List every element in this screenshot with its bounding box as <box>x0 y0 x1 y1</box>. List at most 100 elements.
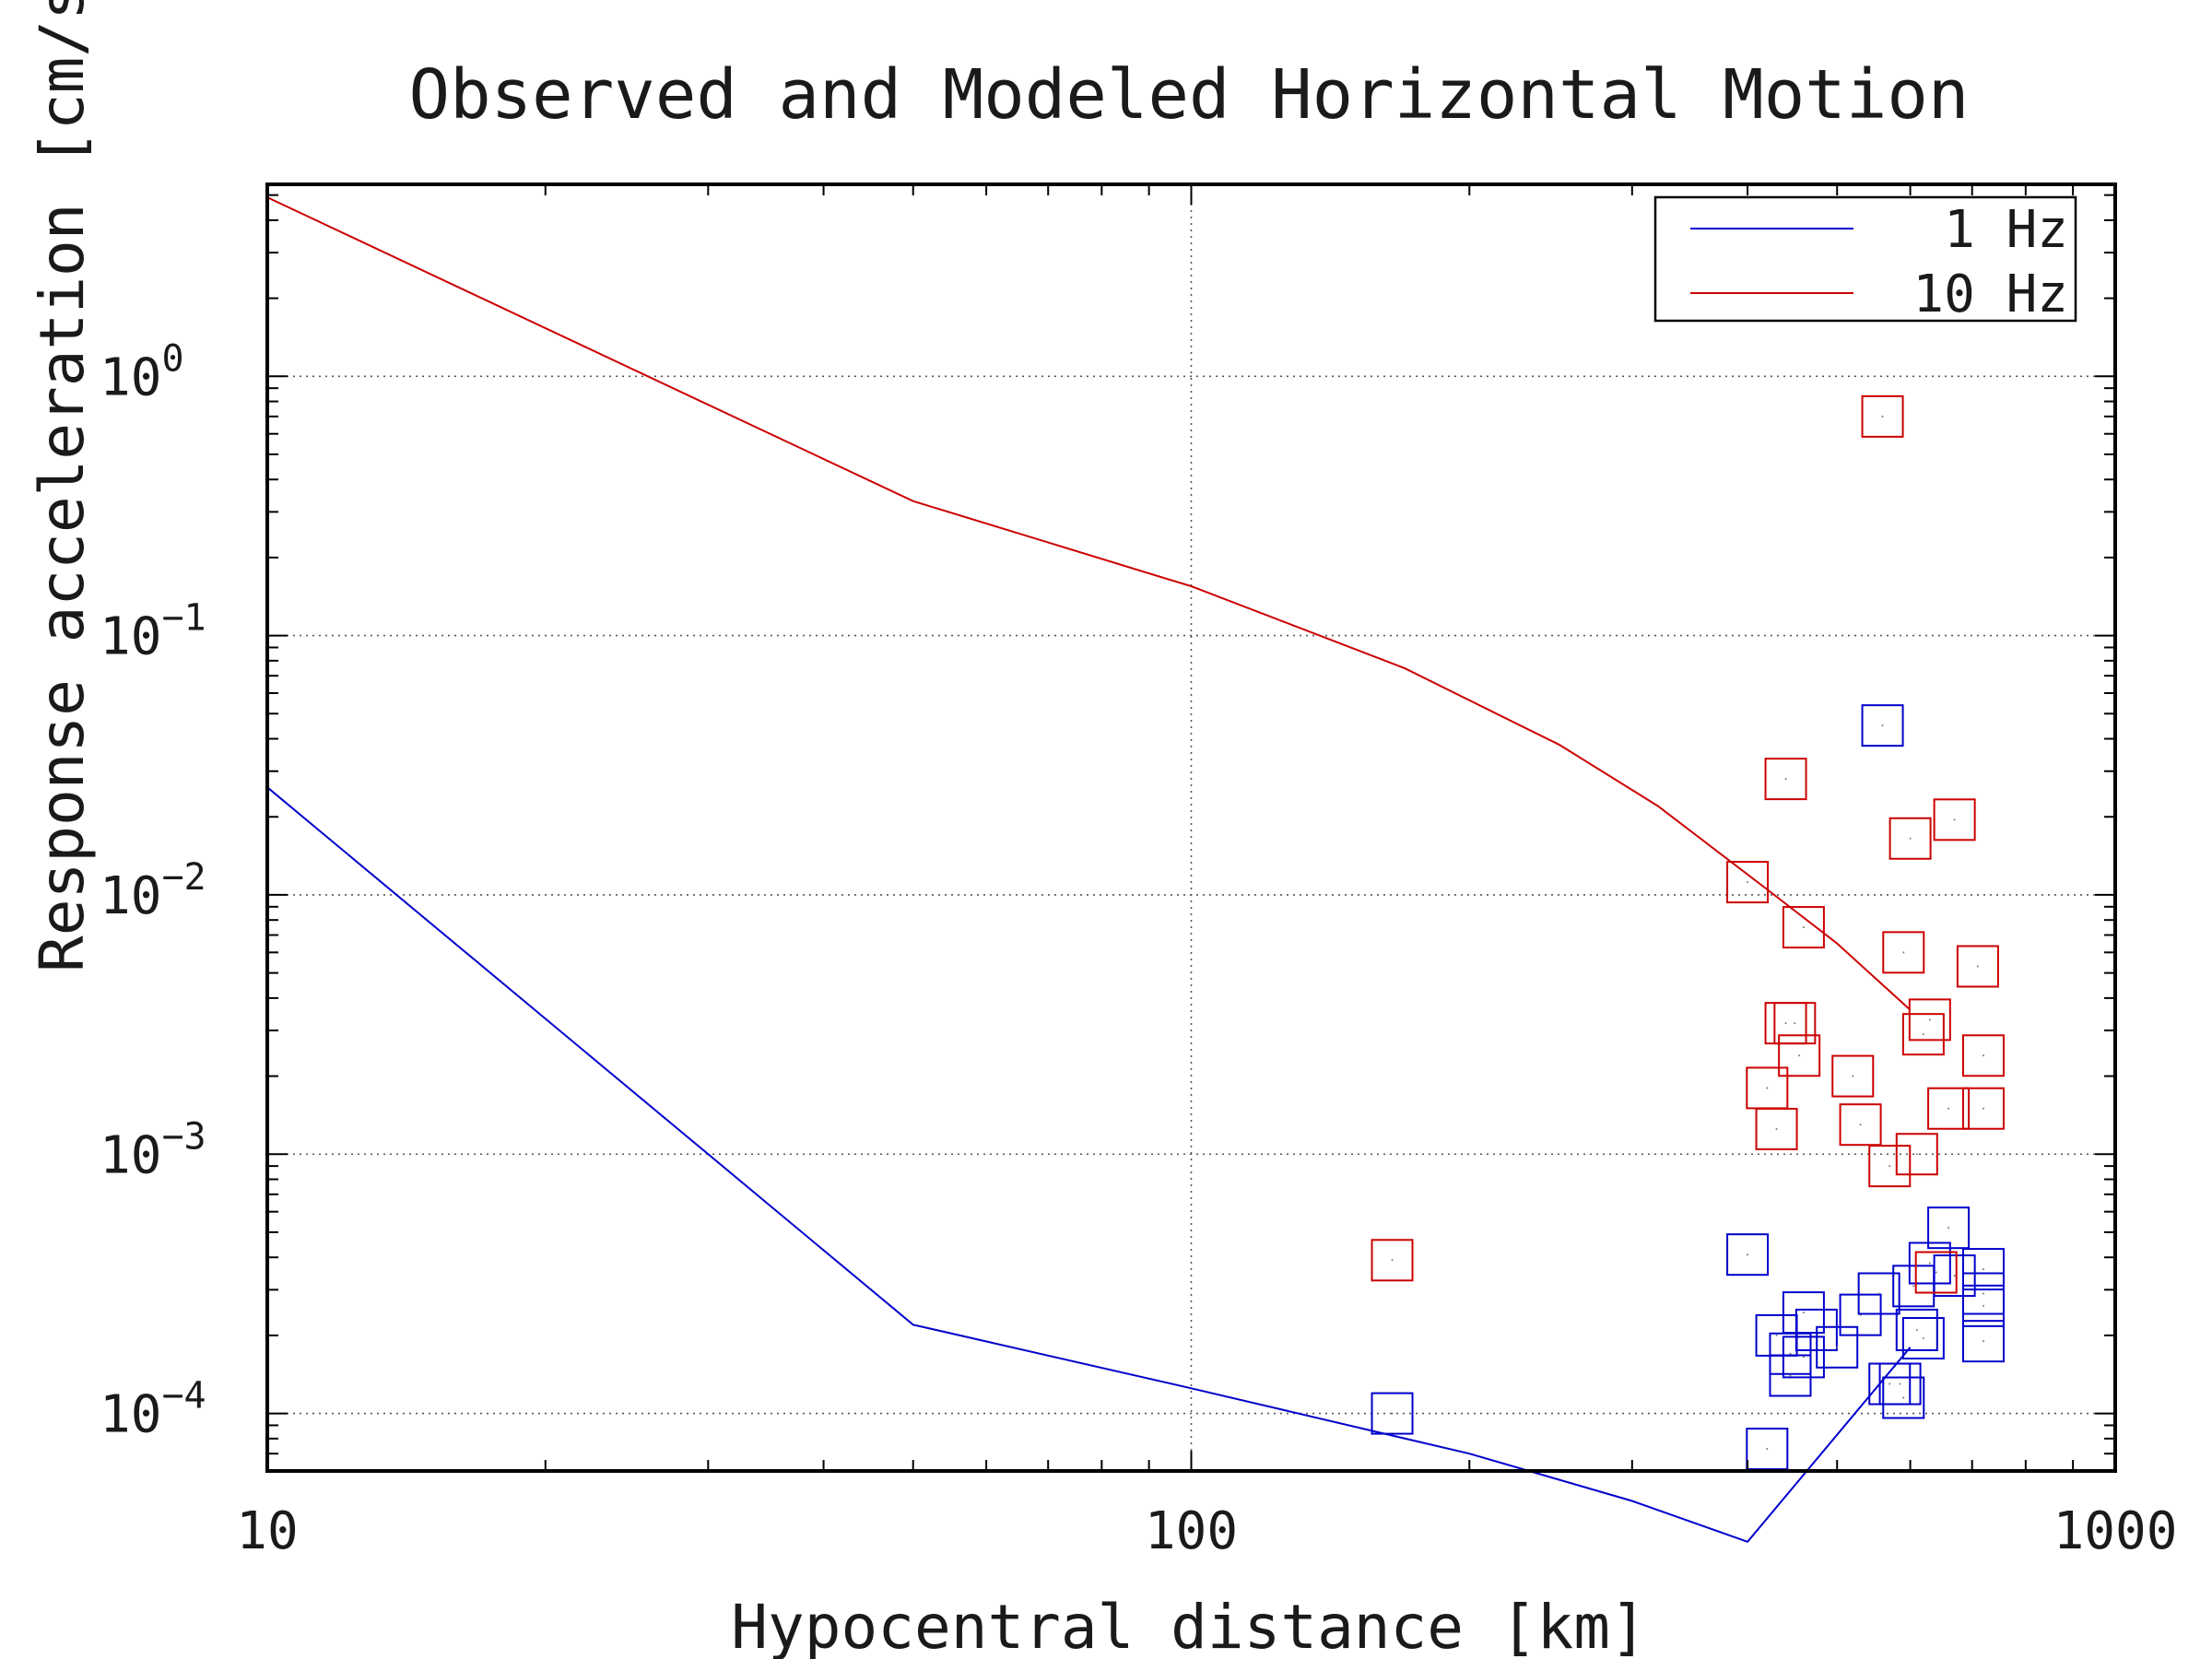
observed-point <box>1901 1316 1945 1359</box>
observed-point <box>1857 1272 1900 1315</box>
observed-point <box>1839 1293 1882 1336</box>
y-tick-label-base: 10 <box>100 1385 161 1445</box>
observed-point-center <box>1947 1227 1950 1230</box>
observed-point <box>1861 394 1904 438</box>
y-tick-label-exponent: −4 <box>161 1375 206 1418</box>
observed-point <box>1961 1320 2005 1363</box>
y-tick-label: 10−4 <box>100 1375 206 1445</box>
plot-area <box>266 196 2005 1543</box>
observed-point-center <box>1391 1259 1394 1262</box>
chart-title: Observed and Modeled Horizontal Motion <box>409 55 1970 135</box>
observed-point-center <box>1802 926 1805 929</box>
observed-point-center <box>1953 1275 1956 1277</box>
observed-point <box>1782 906 1825 949</box>
observed-point-center <box>1902 1396 1905 1399</box>
observed-point <box>1961 1284 2005 1327</box>
y-tick-label-exponent: −2 <box>161 856 206 899</box>
y-tick-label-base: 10 <box>100 1125 161 1185</box>
observed-point <box>1726 1233 1770 1277</box>
observed-point-center <box>1775 1127 1778 1130</box>
observed-point-center <box>1982 1292 1984 1295</box>
observed-point-center <box>1802 1356 1805 1359</box>
observed-point-center <box>1789 1374 1792 1377</box>
observed-point <box>1914 1251 1958 1294</box>
observed-point-center <box>1789 1352 1792 1355</box>
observed-point-center <box>1784 778 1787 781</box>
observed-point-center <box>1899 1382 1901 1385</box>
x-tick-label: 100 <box>1145 1501 1238 1561</box>
observed-point <box>1908 1241 1951 1285</box>
y-tick-label-base: 10 <box>100 866 161 926</box>
x-tick-label: 10 <box>236 1501 298 1561</box>
observed-point-center <box>1859 1124 1862 1126</box>
observed-point <box>1371 1392 1414 1435</box>
observed-point-center <box>1915 1328 1918 1331</box>
model-line <box>266 196 1912 1011</box>
observed-point <box>1878 1362 1922 1406</box>
observed-point <box>1927 1206 1971 1250</box>
observed-point <box>1778 1034 1821 1077</box>
y-tick-label: 10−3 <box>100 1115 206 1185</box>
observed-point <box>1933 798 1976 841</box>
observed-point <box>1861 704 1904 747</box>
observed-point <box>1882 1376 1925 1419</box>
observed-point-center <box>1747 1253 1749 1256</box>
plot-border <box>265 182 2117 1473</box>
observed-point-center <box>1836 1346 1839 1348</box>
series-10-hz <box>266 196 2005 1294</box>
observed-point <box>1961 1034 2005 1077</box>
x-tick-label: 1000 <box>2053 1501 2178 1561</box>
observed-point <box>1755 1107 1798 1150</box>
observed-point <box>1782 1291 1825 1335</box>
observed-point-center <box>1881 724 1884 727</box>
observed-point-center <box>1766 1087 1769 1089</box>
observed-point-center <box>1915 1153 1918 1156</box>
observed-point <box>1895 1308 1938 1351</box>
observed-point-center <box>1912 1285 1915 1288</box>
y-tick-label-base: 10 <box>100 347 161 407</box>
legend-label: 1 Hz <box>1944 200 2068 260</box>
observed-point-center <box>1982 1304 1984 1307</box>
observed-point-center <box>1747 881 1749 884</box>
observed-point <box>1882 931 1925 974</box>
observed-point-center <box>1888 1382 1891 1385</box>
x-axis: 10 100 1000 <box>236 1501 2177 1561</box>
observed-point-center <box>1953 818 1956 821</box>
observed-point <box>1764 758 1807 801</box>
observed-point <box>1908 998 1951 1041</box>
observed-point <box>1839 1103 1882 1147</box>
legend-box <box>1653 195 2077 323</box>
observed-point <box>1773 1002 1817 1045</box>
y-tick-label: 10−2 <box>100 856 206 926</box>
observed-point <box>1927 1087 1971 1130</box>
y-tick-label-exponent: 0 <box>161 337 183 380</box>
observed-point-center <box>1935 1271 1937 1274</box>
observed-point <box>1782 1335 1825 1379</box>
observed-point <box>1769 1354 1812 1397</box>
observed-point-center <box>1982 1340 1984 1343</box>
observed-point-center <box>1775 1334 1778 1336</box>
model-line <box>266 786 1912 1543</box>
observed-point <box>1726 861 1770 904</box>
y-tick-label-base: 10 <box>100 607 161 667</box>
y-tick-label: 10−1 <box>100 597 206 667</box>
observed-point <box>1961 1248 2005 1291</box>
grid <box>267 184 2115 1471</box>
observed-point-center <box>1976 965 1979 968</box>
observed-point-center <box>1947 1107 1950 1110</box>
y-tick-label-exponent: −1 <box>161 597 206 640</box>
observed-point <box>1933 1254 1976 1298</box>
observed-point-center <box>1802 1312 1805 1314</box>
observed-point-center <box>1982 1268 1984 1271</box>
x-axis-label: Hypocentral distance [km] <box>731 1592 1646 1659</box>
observed-point-center <box>1928 1018 1931 1021</box>
observed-point-center <box>1909 837 1912 840</box>
observed-point-center <box>1922 1033 1924 1036</box>
observed-point <box>1888 817 1932 860</box>
observed-point-center <box>1982 1107 1984 1110</box>
observed-point-center <box>1391 1412 1394 1415</box>
observed-point <box>1371 1239 1414 1282</box>
observed-point-center <box>1982 1054 1984 1057</box>
observed-point-center <box>1902 951 1905 954</box>
